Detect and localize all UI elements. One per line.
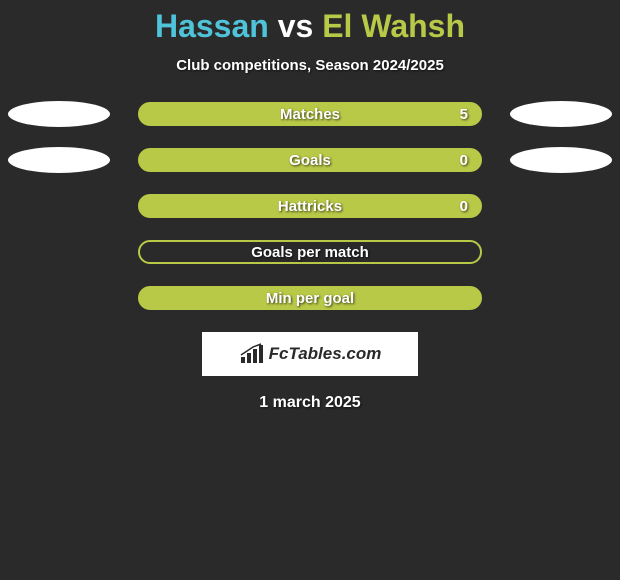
- stat-value: 0: [460, 152, 468, 169]
- stat-row-matches: Matches 5: [0, 102, 620, 126]
- bar-chart-icon: [239, 343, 265, 365]
- fctables-logo: FcTables.com: [202, 332, 418, 376]
- logo-text: FcTables.com: [269, 344, 382, 364]
- right-oval: [510, 147, 612, 173]
- stat-bar: Hattricks 0: [138, 194, 482, 218]
- player2-name: El Wahsh: [322, 8, 465, 44]
- stat-row-goals: Goals 0: [0, 148, 620, 172]
- player1-name: Hassan: [155, 8, 269, 44]
- comparison-card: Hassan vs El Wahsh Club competitions, Se…: [0, 0, 620, 412]
- date-text: 1 march 2025: [0, 394, 620, 412]
- page-title: Hassan vs El Wahsh: [0, 8, 620, 45]
- stat-bar: Min per goal: [138, 286, 482, 310]
- left-oval: [8, 101, 110, 127]
- stat-row-hattricks: Hattricks 0: [0, 194, 620, 218]
- stat-label: Hattricks: [278, 198, 342, 215]
- stat-bar: Goals 0: [138, 148, 482, 172]
- stat-bar: Matches 5: [138, 102, 482, 126]
- stat-label: Goals: [289, 152, 331, 169]
- stat-row-mpg: Min per goal: [0, 286, 620, 310]
- stat-label: Matches: [280, 106, 340, 123]
- subtitle: Club competitions, Season 2024/2025: [0, 57, 620, 74]
- stat-row-gpm: Goals per match: [0, 240, 620, 264]
- left-oval: [8, 147, 110, 173]
- right-oval: [510, 101, 612, 127]
- stat-bar: Goals per match: [138, 240, 482, 264]
- stat-label: Goals per match: [251, 244, 369, 261]
- stat-value: 0: [460, 198, 468, 215]
- stat-value: 5: [460, 106, 468, 123]
- vs-text: vs: [278, 8, 314, 44]
- stat-label: Min per goal: [266, 290, 354, 307]
